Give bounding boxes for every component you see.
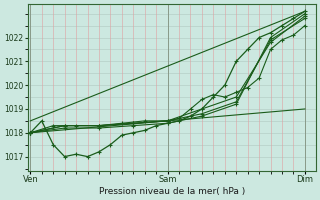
X-axis label: Pression niveau de la mer( hPa ): Pression niveau de la mer( hPa ) xyxy=(99,187,245,196)
